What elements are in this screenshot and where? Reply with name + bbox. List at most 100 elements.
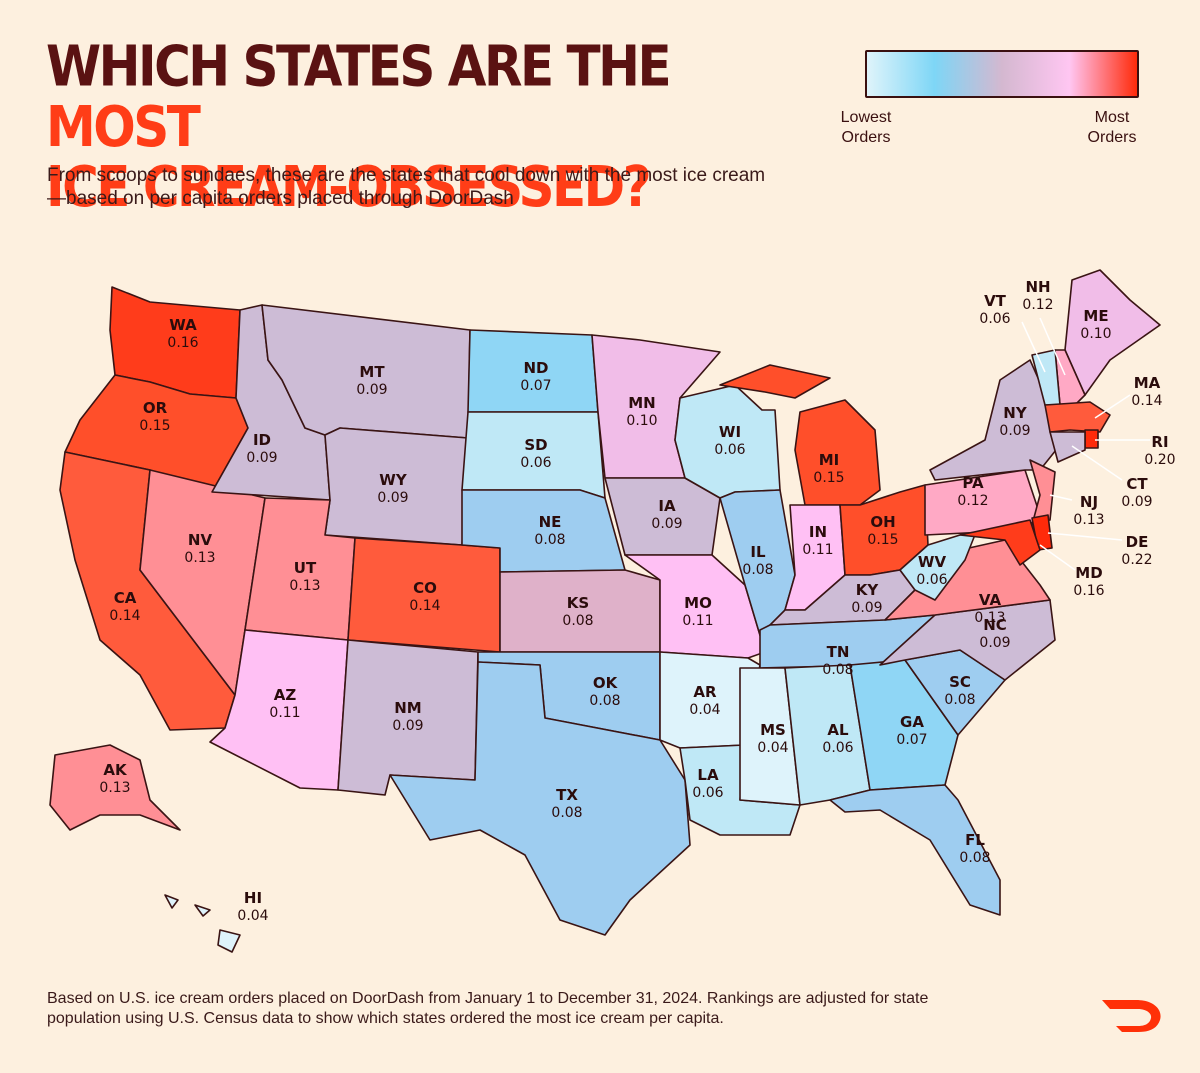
state-value-wa: 0.16: [167, 335, 198, 351]
state-label-nh: NH: [1025, 278, 1050, 296]
state-label-wv: WV: [918, 553, 947, 571]
state-value-nj: 0.13: [1073, 512, 1104, 528]
state-value-al: 0.06: [822, 740, 853, 756]
state-label-il: IL: [750, 543, 766, 561]
state-value-ct: 0.09: [1121, 494, 1152, 510]
legend-high-label: Most Orders: [1087, 109, 1137, 146]
state-value-ut: 0.13: [289, 578, 320, 594]
state-value-ky: 0.09: [851, 600, 882, 616]
state-value-nm: 0.09: [392, 718, 423, 734]
state-label-az: AZ: [274, 686, 297, 704]
state-fl: [829, 784, 1001, 916]
state-value-az: 0.11: [269, 705, 300, 721]
state-label-sc: SC: [949, 673, 971, 691]
state-value-md: 0.16: [1073, 583, 1104, 599]
state-label-ca: CA: [114, 589, 137, 607]
state-value-ak: 0.13: [99, 780, 130, 796]
state-label-tn: TN: [827, 643, 850, 661]
state-label-ms: MS: [760, 721, 786, 739]
state-label-va: VA: [979, 591, 1002, 609]
state-label-ga: GA: [900, 713, 924, 731]
state-value-pa: 0.12: [957, 493, 988, 509]
state-value-ms: 0.04: [757, 740, 788, 756]
state-label-nj: NJ: [1080, 493, 1098, 511]
state-label-vt: VT: [984, 292, 1007, 310]
state-value-sc: 0.08: [944, 692, 975, 708]
state-value-vt: 0.06: [979, 311, 1010, 327]
state-value-sd: 0.06: [520, 455, 551, 471]
state-label-la: LA: [697, 766, 719, 784]
leader-line-ma: [1094, 394, 1131, 419]
title-part2: ICE CREAM-OBSESSED?: [46, 154, 652, 220]
state-value-ny: 0.09: [999, 423, 1030, 439]
state-value-ma: 0.14: [1131, 393, 1162, 409]
state-value-ok: 0.08: [589, 693, 620, 709]
state-mo: [624, 554, 766, 659]
state-value-me: 0.10: [1080, 326, 1111, 342]
state-value-mt: 0.09: [356, 382, 387, 398]
title-part1: WHICH STATES ARE THE: [46, 33, 672, 99]
doordash-logo: [1102, 1000, 1161, 1032]
state-label-or: OR: [143, 399, 168, 417]
state-label-ri: RI: [1151, 433, 1168, 451]
state-label-nv: NV: [188, 531, 213, 549]
state-label-ks: KS: [567, 594, 589, 612]
state-value-ga: 0.07: [896, 732, 927, 748]
state-wv: [899, 521, 981, 601]
state-label-nm: NM: [394, 699, 421, 717]
state-value-ne: 0.08: [534, 532, 565, 548]
state-value-wv: 0.06: [916, 572, 947, 588]
page-title: WHICH STATES ARE THE MOST ICE CREAM-OBSE…: [46, 36, 806, 217]
state-value-mo: 0.11: [682, 613, 713, 629]
state-value-nh: 0.12: [1022, 297, 1053, 313]
state-ct: [1049, 431, 1086, 463]
state-label-wi: WI: [719, 423, 741, 441]
footnote: Based on U.S. ice cream orders placed on…: [47, 990, 929, 1027]
state-label-nd: ND: [523, 359, 548, 377]
leader-line-vt: [1021, 321, 1046, 373]
state-label-ny: NY: [1003, 404, 1028, 422]
state-value-mi: 0.15: [813, 470, 844, 486]
state-value-in: 0.11: [802, 542, 833, 558]
state-label-co: CO: [413, 579, 437, 597]
state-value-mn: 0.10: [626, 413, 657, 429]
state-label-mi: MI: [819, 451, 840, 469]
state-value-ia: 0.09: [651, 516, 682, 532]
state-label-in: IN: [809, 523, 827, 541]
title-highlight: MOST: [46, 94, 201, 160]
state-label-hi: HI: [244, 889, 262, 907]
state-label-pa: PA: [962, 474, 984, 492]
subtitle: From scoops to sundaes, these are the st…: [47, 165, 766, 209]
leader-line-nj: [1049, 494, 1073, 501]
state-label-ia: IA: [658, 497, 676, 515]
state-label-id: ID: [253, 431, 271, 449]
state-label-al: AL: [827, 721, 849, 739]
state-label-ar: AR: [693, 683, 717, 701]
state-value-tn: 0.08: [822, 662, 853, 678]
state-label-nc: NC: [983, 616, 1007, 634]
state-label-wa: WA: [169, 316, 197, 334]
state-value-ri: 0.20: [1144, 452, 1175, 468]
leader-line-de: [1047, 532, 1123, 541]
leader-line-nh: [1039, 317, 1066, 376]
state-value-or: 0.15: [139, 418, 170, 434]
state-label-de: DE: [1126, 533, 1149, 551]
state-label-ky: KY: [856, 581, 880, 599]
state-label-ne: NE: [539, 513, 562, 531]
state-value-wi: 0.06: [714, 442, 745, 458]
state-label-md: MD: [1075, 564, 1102, 582]
state-value-il: 0.08: [742, 562, 773, 578]
state-value-wy: 0.09: [377, 490, 408, 506]
state-value-va: 0.13: [974, 610, 1005, 626]
state-value-hi: 0.04: [237, 908, 268, 924]
state-value-id: 0.09: [246, 450, 277, 466]
state-label-fl: FL: [965, 831, 985, 849]
state-label-wy: WY: [379, 471, 408, 489]
state-label-ok: OK: [593, 674, 619, 692]
state-label-sd: SD: [524, 436, 547, 454]
leader-line-md: [1039, 544, 1076, 571]
state-label-tx: TX: [556, 786, 578, 804]
state-label-mt: MT: [359, 363, 385, 381]
leader-line-ct: [1071, 445, 1123, 481]
state-ri: [1084, 429, 1099, 449]
